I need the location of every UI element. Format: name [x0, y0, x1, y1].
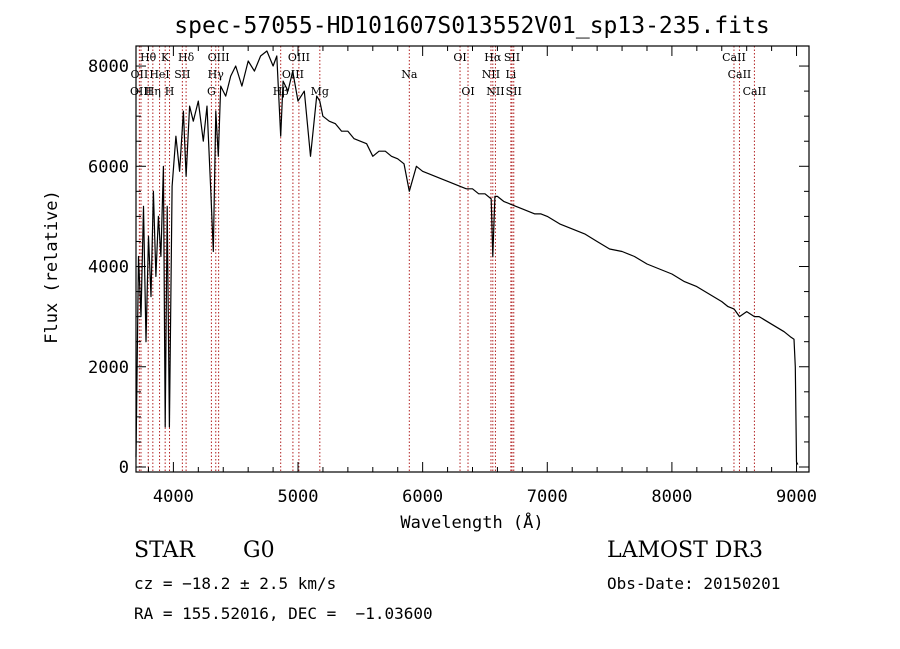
spectral-line-label-11: G: [207, 85, 216, 98]
spectral-line-label-19: Hα: [484, 51, 502, 64]
y-tick-label-0: 0: [119, 458, 129, 478]
spectral-line-label-10: Hγ: [208, 68, 225, 81]
spectral-line-label-6: H: [165, 85, 175, 98]
spectral-line-label-3: K: [161, 51, 170, 64]
spectral-line-label-15: Mg: [311, 85, 329, 98]
spectral-line-label-9: OIII: [208, 51, 230, 64]
spectral-line-label-1: OII: [131, 68, 149, 81]
y-tick-label-1: 2000: [88, 358, 129, 378]
spectral-line-label-20: NII: [482, 68, 500, 81]
spectral-line-label-4: HeI: [149, 68, 169, 81]
spectral-line-label-25: CaII: [722, 51, 746, 64]
observation-date: Obs-Date: 20150201: [607, 574, 781, 593]
spectral-line-label-18: OI: [461, 85, 474, 98]
object-subclass: G0: [243, 538, 275, 563]
x-tick-label-5: 9000: [776, 487, 817, 507]
spectral-line-label-16: Na: [401, 68, 418, 81]
y-tick-label-3: 6000: [88, 157, 129, 177]
spectral-line-label-12: OIII: [288, 51, 310, 64]
x-tick-label-1: 5000: [278, 487, 319, 507]
spectral-line-label-5: Hη: [145, 85, 161, 98]
spectral-line-label-17: OI: [453, 51, 466, 64]
chart-title: spec-57055-HD101607S013552V01_sp13-235.f…: [174, 13, 769, 39]
spectral-line-label-23: Li: [505, 68, 516, 81]
spectral-line-label-0: Hθ: [140, 51, 157, 64]
y-tick-label-2: 4000: [88, 258, 129, 278]
redshift-cz: cz = −18.2 ± 2.5 km/s: [134, 574, 337, 593]
spectral-line-label-21: NII: [486, 85, 504, 98]
survey-name: LAMOST DR3: [607, 538, 763, 563]
spectral-line-label-27: CaII: [743, 85, 767, 98]
spectral-line-label-22: SII: [504, 51, 520, 64]
plot-frame: [135, 45, 810, 473]
axis-ticks: 4000 5000 6000 7000 8000 9000 0 2000 4000 6000 800…: [88, 46, 817, 507]
spectral-line-label-7: Hδ: [178, 51, 195, 64]
spectral-line-label-26: CaII: [728, 68, 752, 81]
spectral-line-markers: [138, 46, 755, 472]
x-tick-label-4: 8000: [651, 487, 692, 507]
x-tick-label-0: 4000: [153, 487, 194, 507]
spectrum-series-line: [135, 50, 799, 465]
x-tick-label-3: 7000: [527, 487, 568, 507]
coordinates: RA = 155.52016, DEC = −1.03600: [134, 604, 433, 623]
y-tick-label-4: 8000: [88, 57, 129, 77]
spectral-line-label-24: SII: [506, 85, 522, 98]
spectral-line-label-14: Hβ: [273, 85, 289, 98]
x-tick-label-2: 6000: [402, 487, 443, 507]
x-axis-label: Wavelength (Å): [400, 511, 543, 533]
y-axis-label: Flux (relative): [42, 190, 62, 344]
spectrum-chart: spec-57055-HD101607S013552V01_sp13-235.f…: [42, 13, 817, 533]
spectral-line-label-8: SII: [174, 68, 190, 81]
object-class: STAR: [134, 538, 195, 563]
